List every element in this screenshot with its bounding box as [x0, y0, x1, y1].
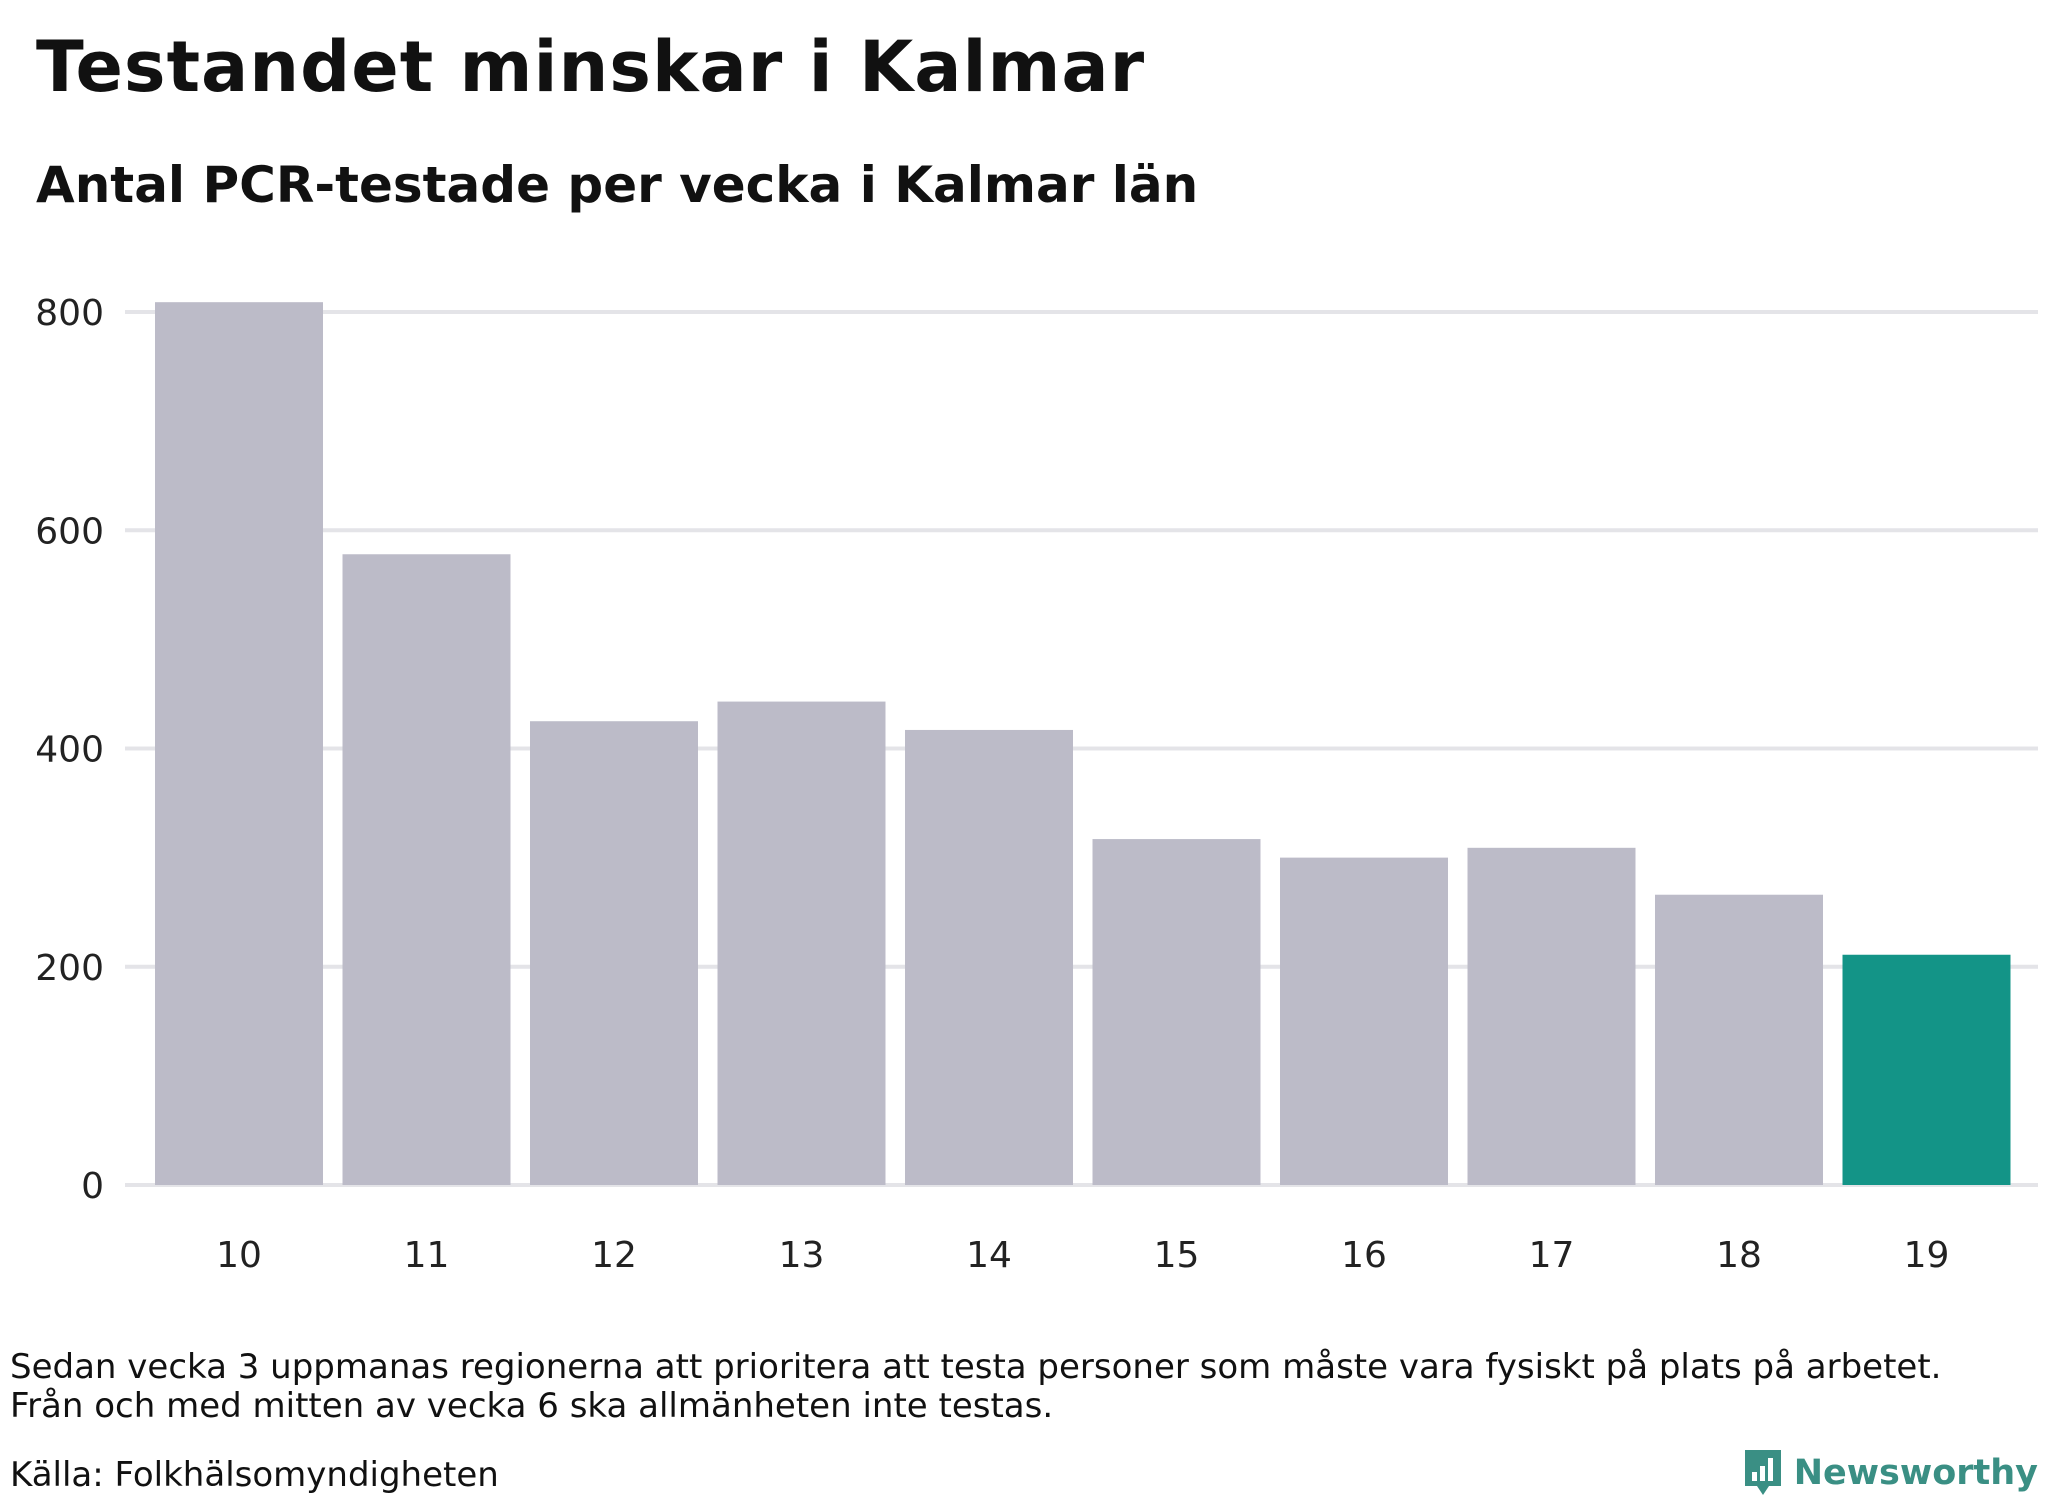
x-tick-label: 13 — [779, 1235, 825, 1276]
y-tick-label: 200 — [35, 948, 104, 989]
note-line: Sedan vecka 3 uppmanas regionerna att pr… — [10, 1347, 1942, 1387]
brand-logo: Newsworthy — [1742, 1447, 2038, 1499]
bar-chart: 0 200 400 600 800 10 11 12 13 14 15 16 17 18 19 — [35, 293, 2038, 1276]
bar-week-15 — [1092, 839, 1261, 1185]
bar-week-17 — [1467, 847, 1636, 1185]
bars — [155, 302, 2011, 1186]
y-tick-label: 0 — [81, 1166, 104, 1207]
bar-week-10 — [155, 302, 323, 1186]
bar-chart-bubble-icon — [1744, 1450, 1781, 1495]
x-tick-label: 14 — [966, 1235, 1012, 1276]
y-tick-label: 600 — [35, 511, 104, 552]
x-tick-label: 17 — [1529, 1235, 1575, 1276]
bar-week-18 — [1655, 894, 1823, 1185]
chart-title: Testandet minskar i Kalmar — [36, 26, 1146, 108]
y-tick-label: 800 — [35, 293, 104, 334]
source-credit: Källa: Folkhälsomyndigheten — [10, 1455, 499, 1495]
bar-week-11 — [342, 554, 511, 1185]
bar-week-19 — [1842, 954, 2011, 1185]
x-tick-label: 12 — [591, 1235, 637, 1276]
x-tick-label: 16 — [1341, 1235, 1387, 1276]
x-tick-label: 10 — [216, 1235, 262, 1276]
bar-week-13 — [717, 701, 886, 1185]
chart-subtitle: Antal PCR-testade per vecka i Kalmar län — [36, 156, 1199, 214]
x-tick-label: 15 — [1154, 1235, 1200, 1276]
y-axis-ticks: 0 200 400 600 800 — [35, 293, 104, 1207]
note-line: Från och med mitten av vecka 6 ska allmä… — [10, 1386, 1054, 1426]
chart-note: Sedan vecka 3 uppmanas regionerna att pr… — [10, 1348, 2030, 1426]
y-tick-label: 400 — [35, 730, 104, 771]
bar-week-16 — [1280, 857, 1448, 1185]
brand-name: Newsworthy — [1793, 1453, 2038, 1493]
x-tick-label: 18 — [1716, 1235, 1762, 1276]
x-tick-label: 11 — [404, 1235, 450, 1276]
x-tick-label: 19 — [1904, 1235, 1950, 1276]
bar-week-12 — [530, 721, 698, 1185]
bar-week-14 — [905, 729, 1073, 1185]
x-axis-ticks: 10 11 12 13 14 15 16 17 18 19 — [216, 1235, 1949, 1276]
